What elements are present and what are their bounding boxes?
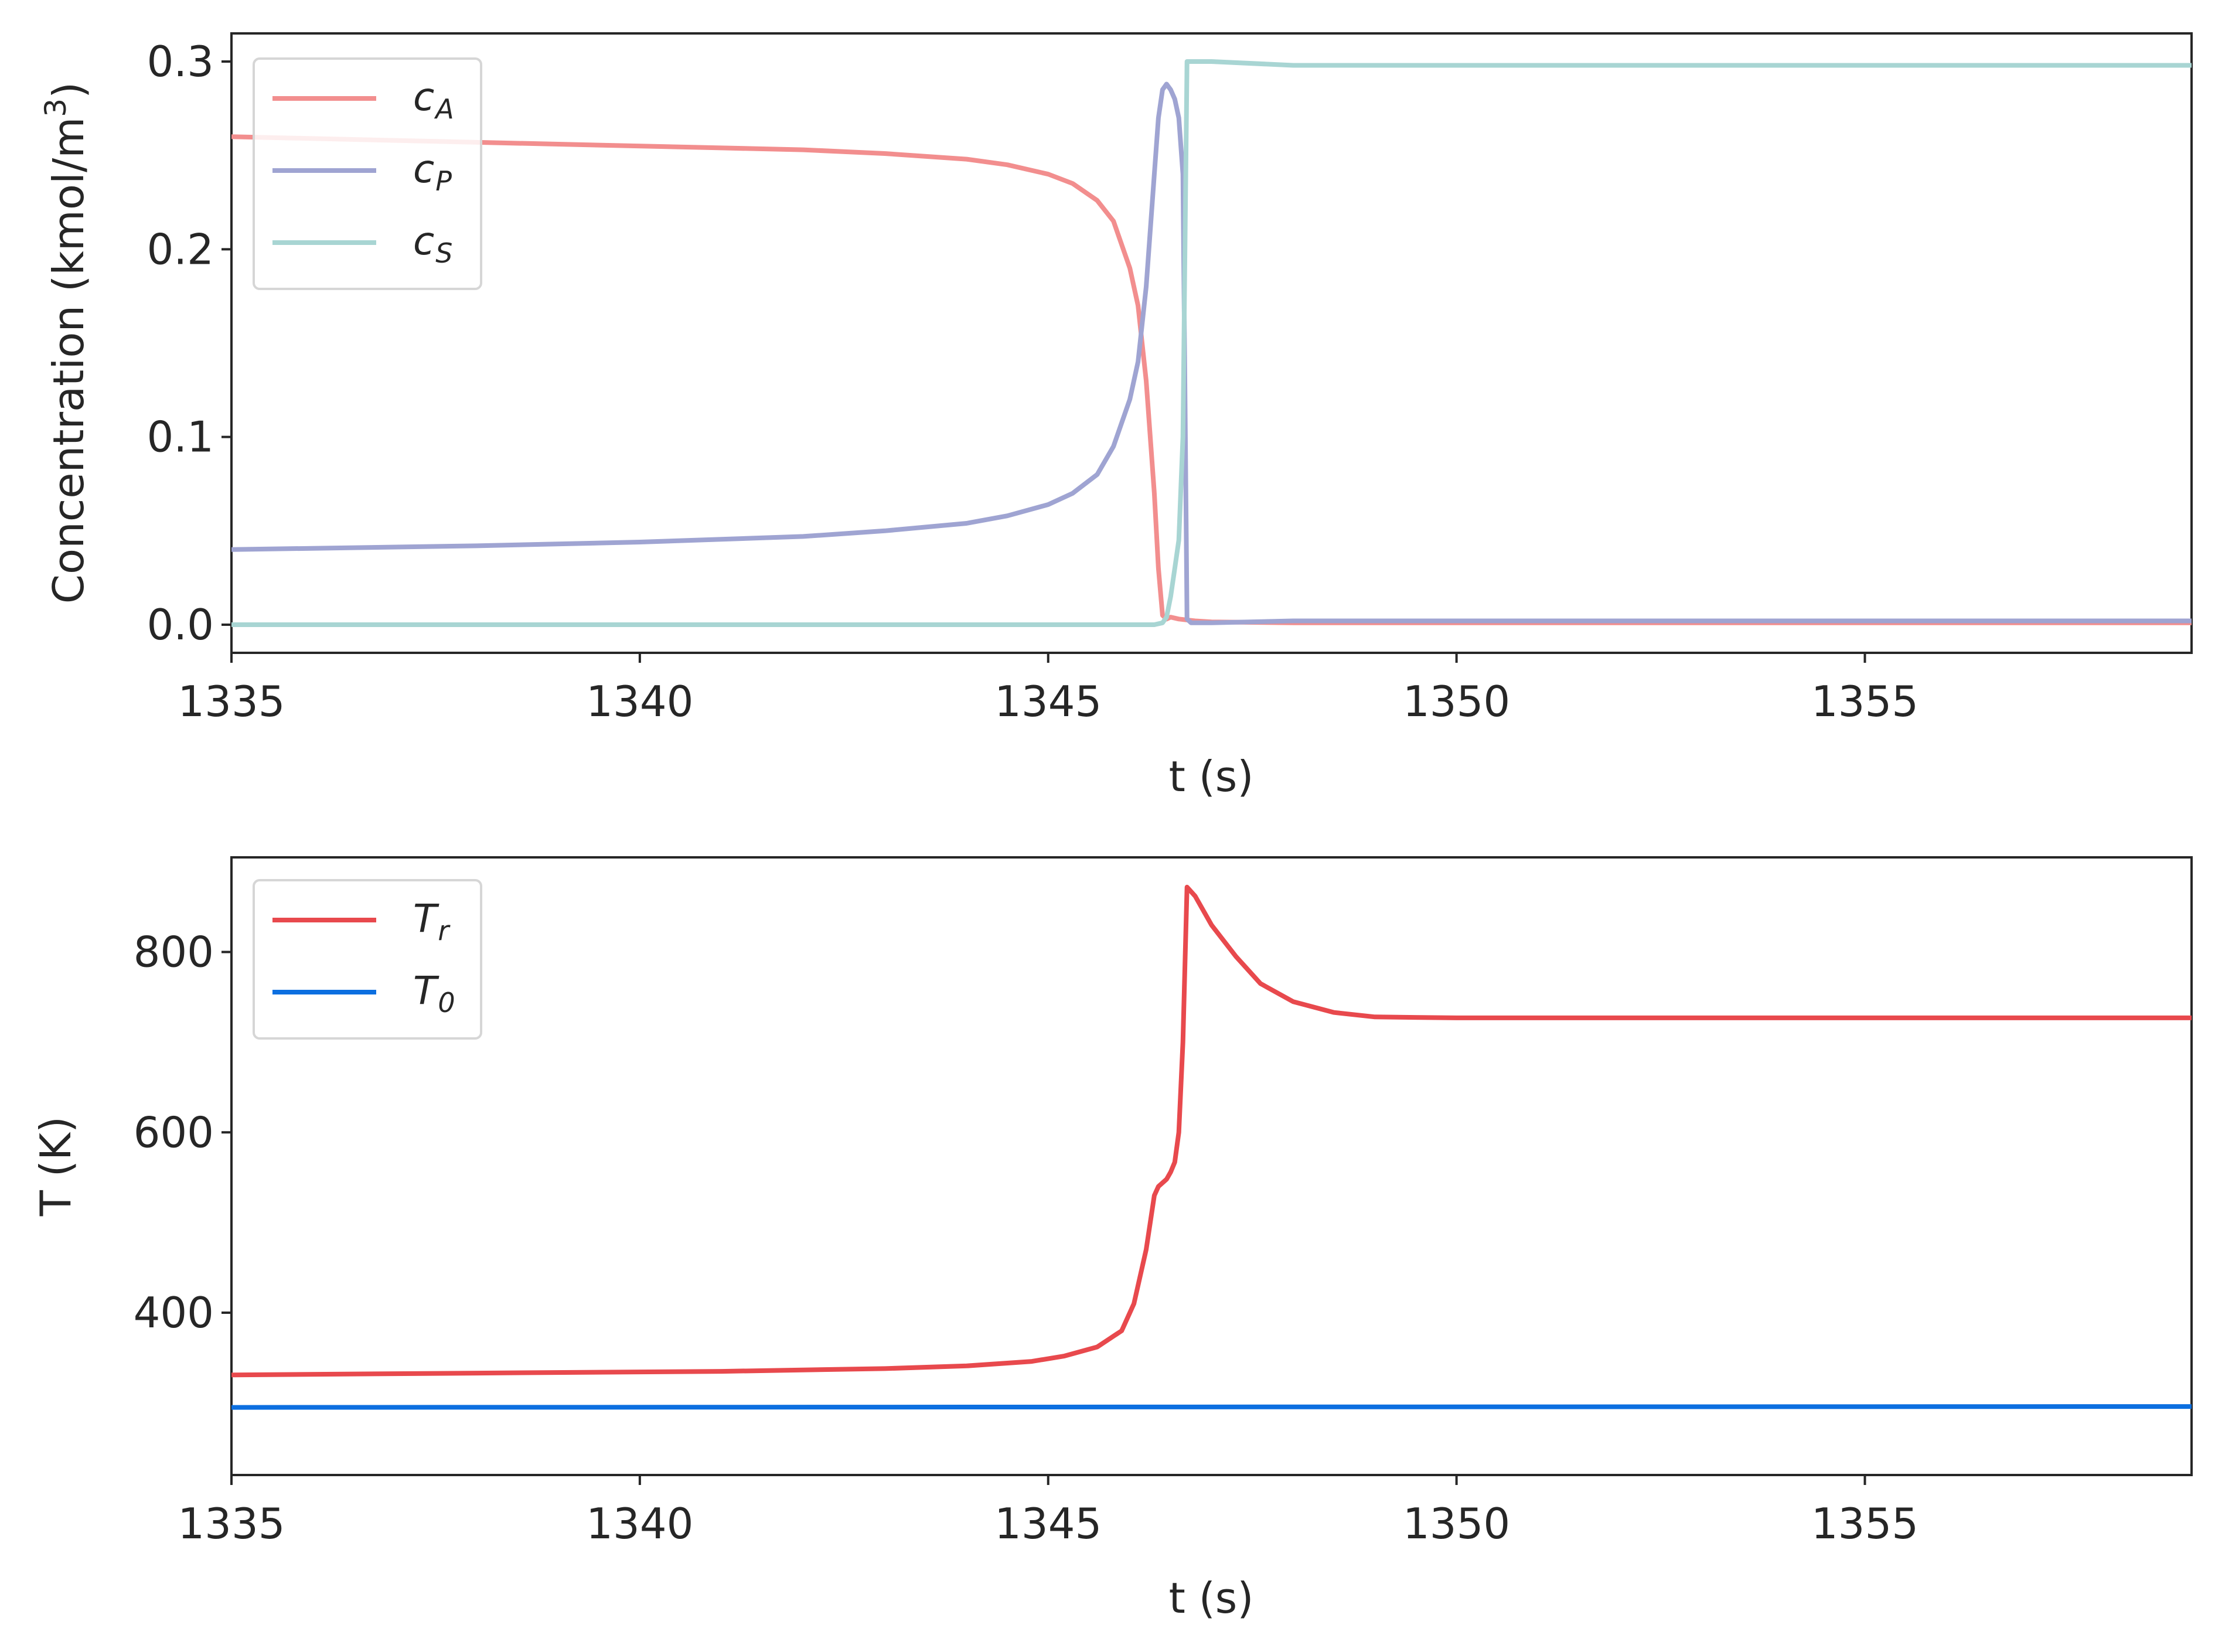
series-line-c_P (231, 81, 2192, 625)
legend-label-c_A: cA (413, 74, 454, 125)
series-line-c_S (231, 59, 2192, 627)
legend-label-sub: r (438, 915, 451, 946)
x-axis-label: t (s) (1169, 752, 1254, 801)
legend-label-c_P: cP (413, 147, 452, 197)
y-axis-label-close: ) (44, 82, 93, 98)
x-tick-label: 1335 (178, 1499, 285, 1548)
legend-label-main: T (413, 896, 439, 941)
y-tick-label: 600 (134, 1108, 214, 1157)
legend-label-main: T (413, 968, 439, 1013)
legend-label-sub: S (435, 237, 452, 269)
x-tick-label: 1340 (586, 1499, 693, 1548)
legend-label-main: c (413, 219, 434, 264)
legend-label-c_S: cS (413, 219, 453, 269)
legend-label-T_r: Tr (413, 896, 451, 946)
y-tick-label: 400 (134, 1288, 214, 1337)
legend-frame (253, 57, 482, 290)
legend-label-main: c (413, 74, 434, 120)
x-axis: 1335 1340 1345 1350 1355 (178, 1475, 1918, 1548)
x-tick-label: 1345 (994, 677, 1102, 726)
plot-area (230, 32, 2193, 654)
series-line-T_0 (231, 1404, 2192, 1410)
y-tick-label: 0.2 (146, 224, 214, 274)
y-tick-label: 0.1 (146, 413, 214, 462)
y-axis-label: Concentration (kmol/m3) (39, 82, 93, 604)
x-tick-label: 1355 (1811, 1499, 1918, 1548)
x-axis-label: t (s) (1169, 1573, 1254, 1623)
y-axis: 0.0 0.1 0.2 0.3 (146, 37, 231, 649)
x-tick-label: 1350 (1403, 677, 1510, 726)
legend-label-sub: A (434, 93, 454, 125)
y-axis-label: T (K) (31, 1116, 80, 1217)
series-lines (231, 884, 2192, 1410)
legend-label-sub: P (435, 165, 452, 197)
y-axis: 400 600 800 (134, 928, 231, 1337)
y-axis-label-sup: 3 (39, 98, 73, 117)
x-axis: 1335 1340 1345 1350 1355 (178, 653, 1918, 726)
y-tick-label: 0.3 (146, 37, 214, 86)
plot-area (230, 856, 2193, 1476)
x-tick-label: 1355 (1811, 677, 1918, 726)
x-tick-label: 1335 (178, 677, 285, 726)
y-tick-label: 0.0 (146, 600, 214, 649)
legend-label-sub: 0 (438, 987, 455, 1019)
x-tick-label: 1350 (1403, 1499, 1510, 1548)
y-axis-label-main: Concentration (kmol/m (44, 117, 93, 604)
y-tick-label: 800 (134, 928, 214, 977)
chart-concentration: 1335 1340 1345 1350 1355 0.00.10.20.3 t (s) … (39, 32, 2193, 801)
x-tick-label: 1340 (586, 677, 693, 726)
legend-label-T_0: T0 (413, 968, 455, 1019)
series-line-T_r (231, 884, 2192, 1378)
legend-label-main: c (413, 147, 434, 192)
series-lines (231, 59, 2192, 627)
x-tick-label: 1345 (994, 1499, 1102, 1548)
chart-temperature: 1335 1340 1345 1350 1355 400 600 800 t (s) T (… (31, 856, 2193, 1623)
